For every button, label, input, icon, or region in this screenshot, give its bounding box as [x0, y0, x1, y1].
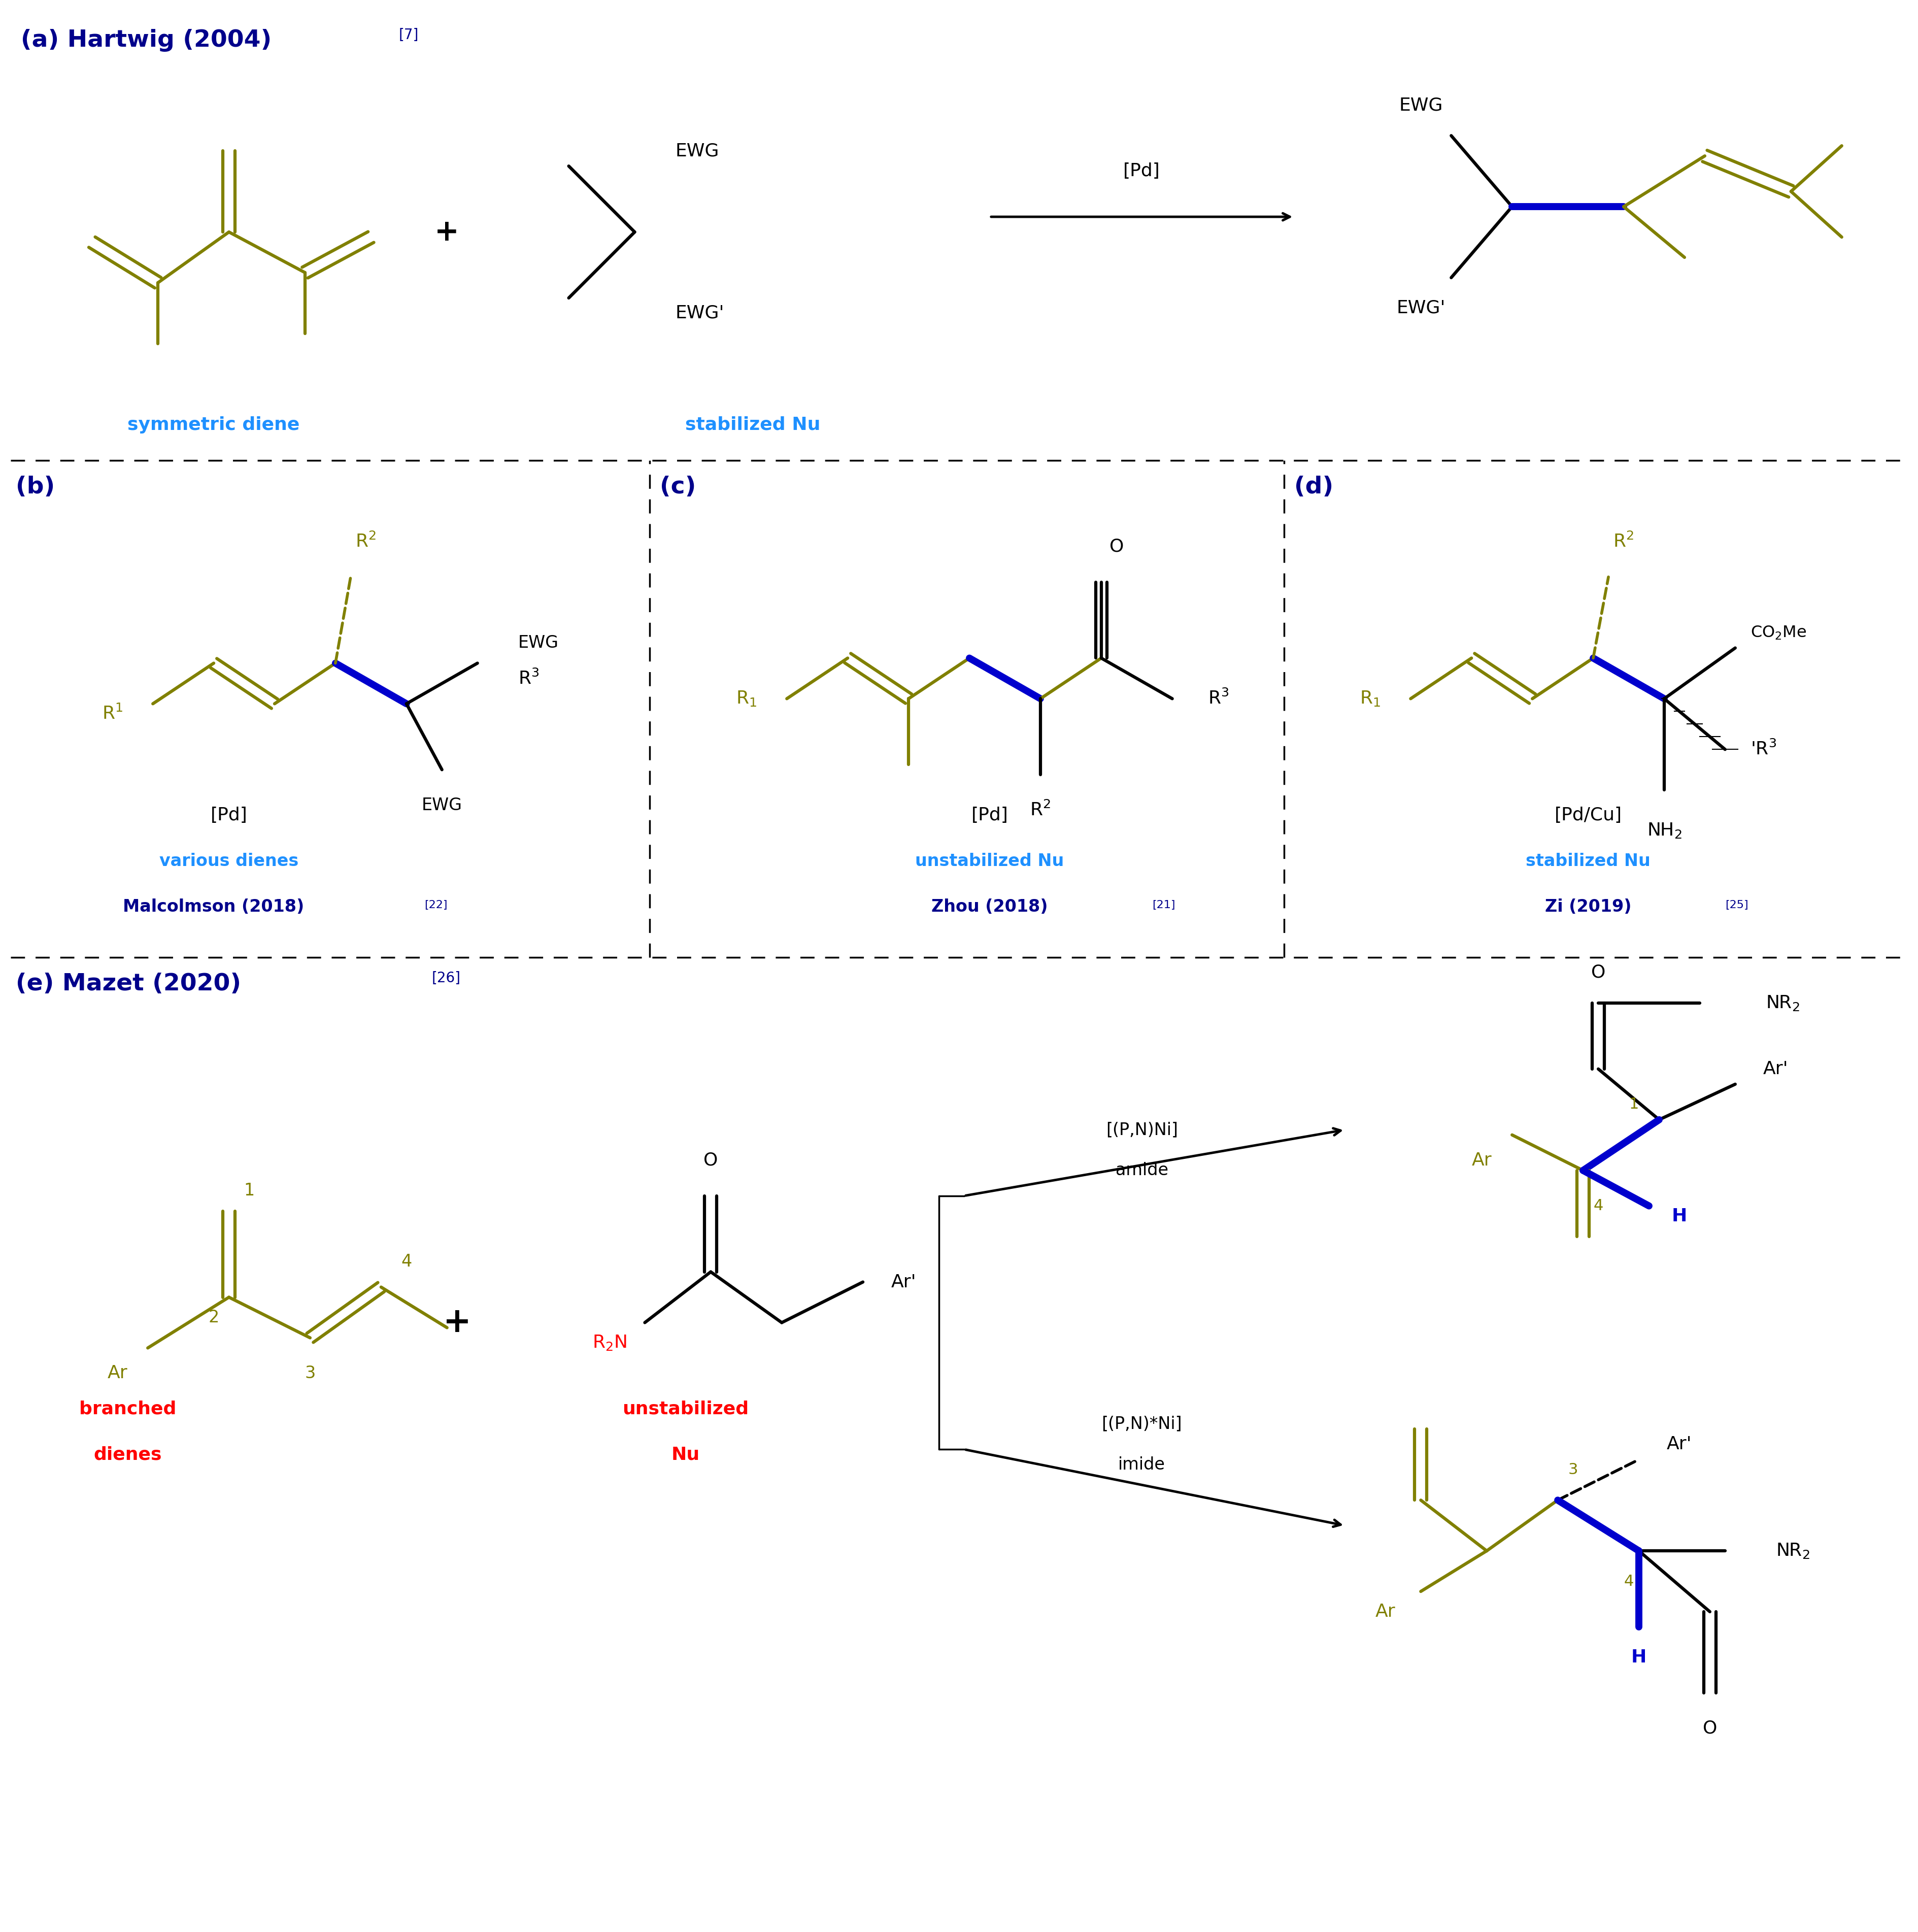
- Text: Ar': Ar': [1763, 1061, 1788, 1078]
- Text: EWG': EWG': [1396, 299, 1444, 317]
- Text: [21]: [21]: [1151, 900, 1174, 910]
- Text: Zhou (2018): Zhou (2018): [932, 898, 1047, 916]
- Text: R$^3$: R$^3$: [518, 668, 539, 688]
- Text: Zi (2019): Zi (2019): [1544, 898, 1630, 916]
- Text: 1: 1: [244, 1182, 255, 1200]
- Text: (d): (d): [1293, 475, 1333, 498]
- Text: 4: 4: [401, 1254, 412, 1269]
- Text: O: O: [704, 1151, 717, 1169]
- Text: [7]: [7]: [399, 29, 418, 43]
- Text: NR$_2$: NR$_2$: [1776, 1542, 1809, 1559]
- Text: H: H: [1671, 1208, 1686, 1225]
- Text: R$^1$: R$^1$: [102, 705, 123, 723]
- Text: R$^2$: R$^2$: [355, 531, 376, 551]
- Text: EWG': EWG': [675, 305, 723, 323]
- Text: 1: 1: [1628, 1097, 1638, 1111]
- Text: 4: 4: [1594, 1198, 1603, 1213]
- Text: 4: 4: [1623, 1575, 1634, 1588]
- Text: [22]: [22]: [424, 900, 447, 910]
- Text: (a) Hartwig (2004): (a) Hartwig (2004): [21, 29, 272, 52]
- Text: EWG: EWG: [1398, 97, 1442, 114]
- Text: [Pd]: [Pd]: [971, 808, 1009, 823]
- Text: [25]: [25]: [1724, 900, 1747, 910]
- Text: +: +: [435, 218, 458, 247]
- Text: CO$_2$Me: CO$_2$Me: [1749, 624, 1807, 641]
- Text: [26]: [26]: [432, 972, 460, 985]
- Text: O: O: [1109, 537, 1124, 554]
- Text: Malcolmson (2018): Malcolmson (2018): [123, 898, 305, 916]
- Text: R$_2$N: R$_2$N: [593, 1333, 627, 1352]
- Text: Ar: Ar: [107, 1364, 127, 1381]
- Text: O: O: [1701, 1719, 1717, 1737]
- Text: branched: branched: [79, 1401, 176, 1418]
- Text: (b): (b): [15, 475, 56, 498]
- Text: O: O: [1590, 964, 1605, 981]
- Text: amide: amide: [1114, 1161, 1168, 1179]
- Text: stabilized Nu: stabilized Nu: [685, 415, 821, 433]
- Text: (e) Mazet (2020): (e) Mazet (2020): [15, 972, 242, 995]
- Text: [Pd/Cu]: [Pd/Cu]: [1554, 808, 1621, 823]
- Text: EWG: EWG: [518, 634, 558, 651]
- Text: dienes: dienes: [94, 1445, 161, 1463]
- Text: symmetric diene: symmetric diene: [127, 415, 299, 433]
- Text: imide: imide: [1118, 1457, 1164, 1472]
- Text: NR$_2$: NR$_2$: [1765, 993, 1799, 1012]
- Text: 2: 2: [209, 1310, 219, 1325]
- Text: Nu: Nu: [671, 1445, 700, 1463]
- Text: unstabilized: unstabilized: [621, 1401, 748, 1418]
- Text: EWG: EWG: [422, 796, 462, 813]
- Text: Ar: Ar: [1471, 1151, 1492, 1169]
- Text: unstabilized Nu: unstabilized Nu: [915, 852, 1064, 869]
- Text: NH$_2$: NH$_2$: [1646, 821, 1682, 840]
- Text: R$_1$: R$_1$: [737, 690, 756, 707]
- Text: R$^2$: R$^2$: [1613, 531, 1634, 551]
- Text: +: +: [443, 1306, 472, 1339]
- Text: Ar: Ar: [1375, 1604, 1394, 1621]
- Text: H: H: [1630, 1648, 1646, 1665]
- Text: [Pd]: [Pd]: [1124, 162, 1160, 180]
- Text: (c): (c): [660, 475, 696, 498]
- Text: [(P,N)Ni]: [(P,N)Ni]: [1105, 1121, 1178, 1138]
- Text: [Pd]: [Pd]: [211, 808, 247, 823]
- Text: stabilized Nu: stabilized Nu: [1525, 852, 1649, 869]
- Text: R$^2$: R$^2$: [1030, 802, 1051, 819]
- Text: R$^3$: R$^3$: [1208, 690, 1229, 707]
- Text: Ar': Ar': [890, 1273, 915, 1291]
- Text: 'R$^3$: 'R$^3$: [1749, 740, 1776, 759]
- Text: various dienes: various dienes: [159, 852, 299, 869]
- Text: 3: 3: [1567, 1463, 1577, 1478]
- Text: R$_1$: R$_1$: [1360, 690, 1381, 707]
- Text: Ar': Ar': [1667, 1435, 1692, 1453]
- Text: [(P,N)*Ni]: [(P,N)*Ni]: [1101, 1416, 1181, 1432]
- Text: 3: 3: [305, 1364, 315, 1381]
- Text: EWG: EWG: [675, 143, 719, 160]
